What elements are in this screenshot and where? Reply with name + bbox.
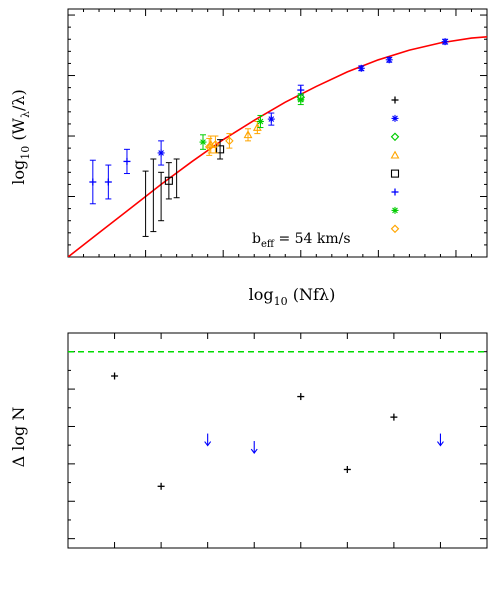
curve-of-growth-line: [68, 36, 487, 257]
curve-of-growth-chart: log10 (Wλ/λ) log10 (Nfλ) beff = 54 km/s: [9, 8, 488, 308]
point-mgi: [385, 56, 393, 64]
error-bar: [150, 158, 157, 233]
upper-limit-arrow-znii: [250, 441, 258, 454]
point-feii: [297, 86, 305, 94]
point-feii: [123, 157, 131, 165]
plot-frame: [67, 8, 488, 258]
error-bar: [173, 158, 180, 199]
delta-point-mgi: [157, 482, 165, 490]
y-axis-title: Δ log N: [9, 407, 28, 468]
point-crii: [164, 176, 173, 185]
point-feii: [104, 178, 112, 186]
point-mnii: [225, 136, 234, 146]
legend-marker-crii: [390, 169, 400, 178]
error-bar: [217, 139, 224, 160]
delta-point-feii-star: [390, 413, 398, 421]
point-mnii: [211, 140, 220, 149]
b-eff-annotation: beff = 54 km/s: [252, 231, 351, 250]
point-feii-star: [199, 138, 207, 146]
y-axis-title: log10 (Wλ/λ): [9, 89, 32, 185]
point-mnii: [204, 142, 214, 152]
legend-marker-feii: [391, 188, 399, 196]
delta-point-feii: [343, 465, 351, 473]
error-bar: [165, 162, 172, 200]
point-mgi: [267, 115, 275, 123]
x-axis-title: log10 (Nfλ): [249, 285, 336, 308]
point-mgi: [357, 64, 365, 72]
point-znii: [243, 130, 253, 139]
legend-marker-mgi: [391, 114, 399, 122]
legend-marker-niii: [391, 96, 399, 104]
delta-point-niii: [111, 372, 119, 380]
error-bar: [226, 133, 233, 149]
upper-limit-arrow-siii: [204, 433, 212, 447]
error-bar: [206, 137, 213, 156]
error-bar: [142, 170, 149, 237]
error-bar: [158, 171, 165, 222]
point-mgi: [157, 149, 165, 157]
delta-logn-chart: Δ log N: [9, 332, 488, 549]
plot-frame: [67, 332, 488, 549]
delta-point-crii: [297, 393, 305, 401]
error-bar: [212, 135, 219, 154]
legend-marker-mnii: [390, 224, 400, 234]
point-feii-star: [297, 96, 305, 104]
upper-limit-arrow-mnii: [437, 433, 444, 447]
point-feii-star: [256, 118, 264, 126]
point-mgi: [441, 38, 449, 46]
point-feii: [89, 178, 97, 186]
legend-marker-feii-star: [391, 206, 399, 214]
legend-marker-siii: [390, 132, 400, 142]
legend-marker-znii: [390, 150, 400, 159]
point-crii: [216, 145, 225, 154]
